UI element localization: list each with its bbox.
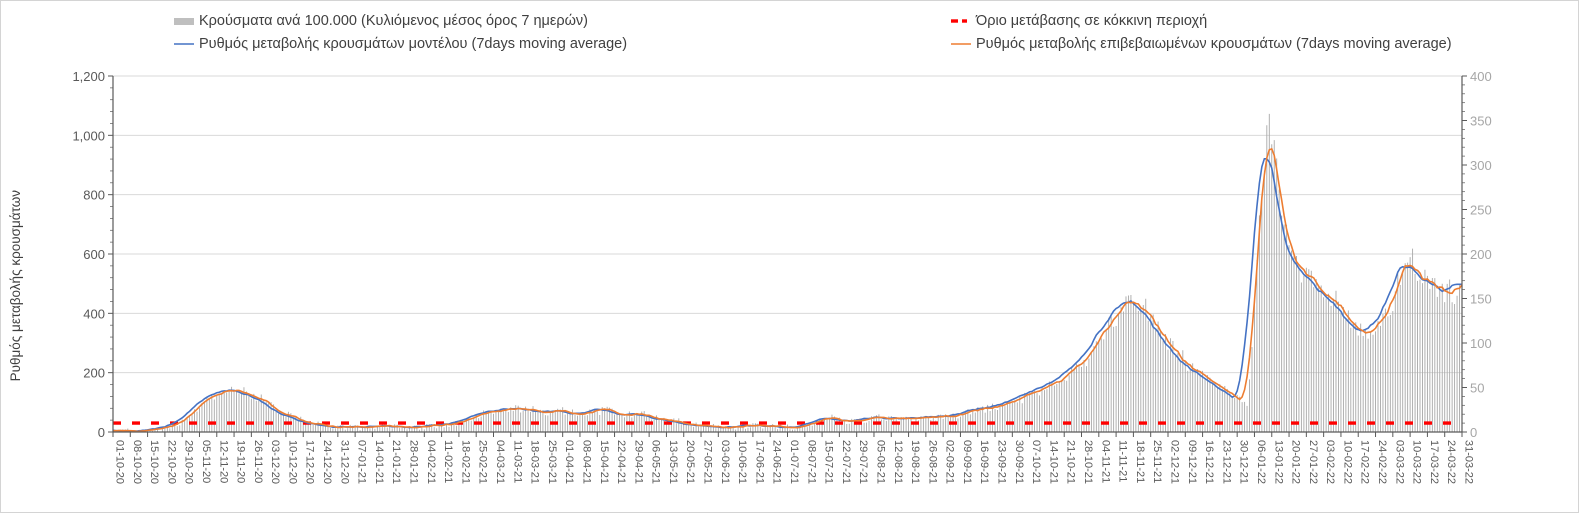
svg-text:29-07-21: 29-07-21	[857, 440, 869, 484]
svg-text:10-02-22: 10-02-22	[1341, 440, 1353, 484]
svg-text:100: 100	[1470, 336, 1492, 351]
svg-text:03-02-22: 03-02-22	[1324, 440, 1336, 484]
svg-text:12-08-21: 12-08-21	[892, 440, 904, 484]
svg-text:02-12-21: 02-12-21	[1168, 440, 1180, 484]
svg-text:50: 50	[1470, 381, 1484, 396]
svg-text:17-02-22: 17-02-22	[1359, 440, 1371, 484]
svg-text:24-03-22: 24-03-22	[1445, 440, 1457, 484]
svg-text:24-02-22: 24-02-22	[1376, 440, 1388, 484]
svg-text:20-05-21: 20-05-21	[684, 440, 696, 484]
svg-text:250: 250	[1470, 203, 1492, 218]
svg-text:25-11-21: 25-11-21	[1151, 440, 1163, 483]
svg-text:15-04-21: 15-04-21	[598, 440, 610, 484]
svg-text:26-08-21: 26-08-21	[926, 440, 938, 484]
svg-text:07-10-21: 07-10-21	[1030, 440, 1042, 484]
svg-text:10-06-21: 10-06-21	[736, 440, 748, 484]
svg-text:22-10-20: 22-10-20	[165, 440, 177, 484]
svg-text:27-05-21: 27-05-21	[702, 440, 714, 484]
svg-text:08-10-20: 08-10-20	[131, 440, 143, 484]
svg-text:400: 400	[83, 306, 105, 321]
svg-text:28-10-21: 28-10-21	[1082, 440, 1094, 484]
svg-text:09-09-21: 09-09-21	[961, 440, 973, 484]
svg-text:07-01-21: 07-01-21	[356, 440, 368, 484]
svg-text:400: 400	[1470, 69, 1492, 84]
svg-text:02-09-21: 02-09-21	[944, 440, 956, 484]
svg-text:16-12-21: 16-12-21	[1203, 440, 1215, 484]
svg-text:03-03-22: 03-03-22	[1393, 440, 1405, 484]
svg-text:05-08-21: 05-08-21	[874, 440, 886, 484]
svg-text:04-02-21: 04-02-21	[425, 440, 437, 484]
svg-text:25-02-21: 25-02-21	[477, 440, 489, 484]
svg-text:200: 200	[83, 366, 105, 381]
svg-text:29-04-21: 29-04-21	[632, 440, 644, 484]
svg-text:20-01-22: 20-01-22	[1290, 440, 1302, 484]
svg-text:19-11-20: 19-11-20	[235, 440, 247, 483]
svg-text:18-02-21: 18-02-21	[459, 440, 471, 484]
svg-text:17-12-20: 17-12-20	[304, 440, 316, 484]
svg-text:15-10-20: 15-10-20	[148, 440, 160, 484]
svg-text:600: 600	[83, 247, 105, 262]
svg-text:11-03-21: 11-03-21	[511, 440, 523, 483]
svg-text:22-07-21: 22-07-21	[840, 440, 852, 484]
svg-text:03-12-20: 03-12-20	[269, 440, 281, 484]
svg-text:03-06-21: 03-06-21	[719, 440, 731, 484]
svg-text:06-01-22: 06-01-22	[1255, 440, 1267, 484]
svg-text:28-01-21: 28-01-21	[408, 440, 420, 484]
svg-text:25-03-21: 25-03-21	[546, 440, 558, 484]
svg-text:09-12-21: 09-12-21	[1186, 440, 1198, 484]
svg-text:150: 150	[1470, 292, 1492, 307]
svg-text:13-01-22: 13-01-22	[1272, 440, 1284, 484]
svg-text:21-10-21: 21-10-21	[1065, 440, 1077, 484]
svg-text:24-06-21: 24-06-21	[771, 440, 783, 484]
svg-text:08-07-21: 08-07-21	[805, 440, 817, 484]
svg-text:31-12-20: 31-12-20	[338, 440, 350, 484]
svg-text:350: 350	[1470, 114, 1492, 129]
svg-text:31-03-22: 31-03-22	[1463, 440, 1475, 484]
svg-text:23-09-21: 23-09-21	[996, 440, 1008, 484]
svg-text:10-12-20: 10-12-20	[286, 440, 298, 484]
svg-text:11-02-21: 11-02-21	[442, 440, 454, 483]
svg-text:14-01-21: 14-01-21	[373, 440, 385, 484]
svg-text:27-01-22: 27-01-22	[1307, 440, 1319, 484]
svg-text:24-12-20: 24-12-20	[321, 440, 333, 484]
svg-text:01-04-21: 01-04-21	[563, 440, 575, 484]
svg-text:1,000: 1,000	[72, 128, 105, 143]
svg-text:0: 0	[98, 425, 105, 440]
svg-text:01-10-20: 01-10-20	[114, 440, 126, 484]
svg-text:19-08-21: 19-08-21	[909, 440, 921, 484]
svg-text:08-04-21: 08-04-21	[580, 440, 592, 484]
svg-text:30-09-21: 30-09-21	[1013, 440, 1025, 484]
svg-text:14-10-21: 14-10-21	[1047, 440, 1059, 484]
svg-text:12-11-20: 12-11-20	[217, 440, 229, 483]
svg-text:16-09-21: 16-09-21	[978, 440, 990, 484]
svg-text:01-07-21: 01-07-21	[788, 440, 800, 484]
svg-text:11-11-21: 11-11-21	[1117, 440, 1129, 482]
svg-text:17-06-21: 17-06-21	[753, 440, 765, 484]
svg-text:29-10-20: 29-10-20	[183, 440, 195, 484]
svg-text:04-11-21: 04-11-21	[1099, 440, 1111, 483]
svg-text:800: 800	[83, 188, 105, 203]
svg-text:18-03-21: 18-03-21	[529, 440, 541, 484]
svg-text:1,200: 1,200	[72, 69, 105, 84]
svg-text:300: 300	[1470, 158, 1492, 173]
svg-text:17-03-22: 17-03-22	[1428, 440, 1440, 484]
svg-text:26-11-20: 26-11-20	[252, 440, 264, 483]
svg-text:15-07-21: 15-07-21	[823, 440, 835, 484]
svg-text:22-04-21: 22-04-21	[615, 440, 627, 484]
svg-text:13-05-21: 13-05-21	[667, 440, 679, 484]
svg-text:04-03-21: 04-03-21	[494, 440, 506, 484]
svg-text:05-11-20: 05-11-20	[200, 440, 212, 483]
svg-text:10-03-22: 10-03-22	[1411, 440, 1423, 484]
svg-text:18-11-21: 18-11-21	[1134, 440, 1146, 483]
svg-text:200: 200	[1470, 247, 1492, 262]
svg-text:30-12-21: 30-12-21	[1238, 440, 1250, 484]
svg-text:06-05-21: 06-05-21	[650, 440, 662, 484]
svg-text:23-12-21: 23-12-21	[1220, 440, 1232, 484]
svg-text:0: 0	[1470, 425, 1477, 440]
svg-text:21-01-21: 21-01-21	[390, 440, 402, 484]
